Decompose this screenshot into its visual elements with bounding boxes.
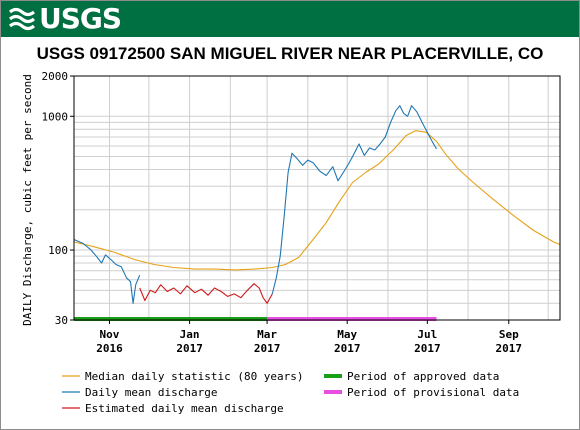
x-tick-month: Jan (180, 328, 200, 341)
legend-label: Period of approved data (347, 370, 499, 383)
plot-border (73, 75, 561, 321)
usgs-wave-icon (9, 7, 35, 31)
x-tick-year: 2017 (254, 342, 281, 355)
series-line (73, 130, 561, 271)
x-tick-labels: Nov2016Jan2017Mar2017May2017Jul2017Sep20… (96, 320, 522, 355)
y-tick-labels: 30 100 1000 2000 (42, 70, 74, 327)
x-tick-month: May (337, 328, 357, 341)
chart-title: USGS 09172500 SAN MIGUEL RIVER NEAR PLAC… (36, 44, 544, 63)
x-tick-year: 2017 (334, 342, 361, 355)
legend-label: Estimated daily mean discharge (85, 402, 284, 415)
y-tick-label: 100 (48, 244, 68, 257)
x-tick-year: 2016 (96, 342, 123, 355)
y-tick-label: 2000 (42, 70, 69, 83)
y-axis-label: DAILY Discharge, cubic feet per second (21, 74, 34, 326)
period-bars (74, 317, 437, 321)
y-tick-label: 30 (55, 314, 68, 327)
x-tick-month: Jul (417, 328, 437, 341)
legend-swatch (324, 374, 342, 378)
legend: Median daily statistic (80 years) Daily m… (62, 370, 519, 415)
series-layer (73, 105, 561, 304)
period-bar (74, 317, 268, 321)
legend-swatch (324, 390, 342, 394)
usgs-logo-text: USGS (39, 2, 122, 35)
x-tick-year: 2017 (496, 342, 523, 355)
period-bar (267, 317, 437, 321)
x-tick-month: Mar (257, 328, 277, 341)
usgs-logo[interactable]: USGS (9, 2, 122, 35)
legend-label: Period of provisional data (347, 386, 519, 399)
x-tick-month: Nov (100, 328, 120, 341)
y-tick-label: 1000 (42, 110, 69, 123)
x-tick-year: 2017 (414, 342, 441, 355)
x-tick-month: Sep (499, 328, 519, 341)
legend-label: Median daily statistic (80 years) (85, 370, 304, 383)
x-tick-year: 2017 (176, 342, 203, 355)
legend-label: Daily mean discharge (85, 386, 217, 399)
grid-layer (74, 76, 560, 320)
usgs-banner: USGS (1, 1, 579, 37)
series-line (271, 105, 437, 295)
series-line (139, 283, 273, 304)
series-line (73, 238, 141, 304)
